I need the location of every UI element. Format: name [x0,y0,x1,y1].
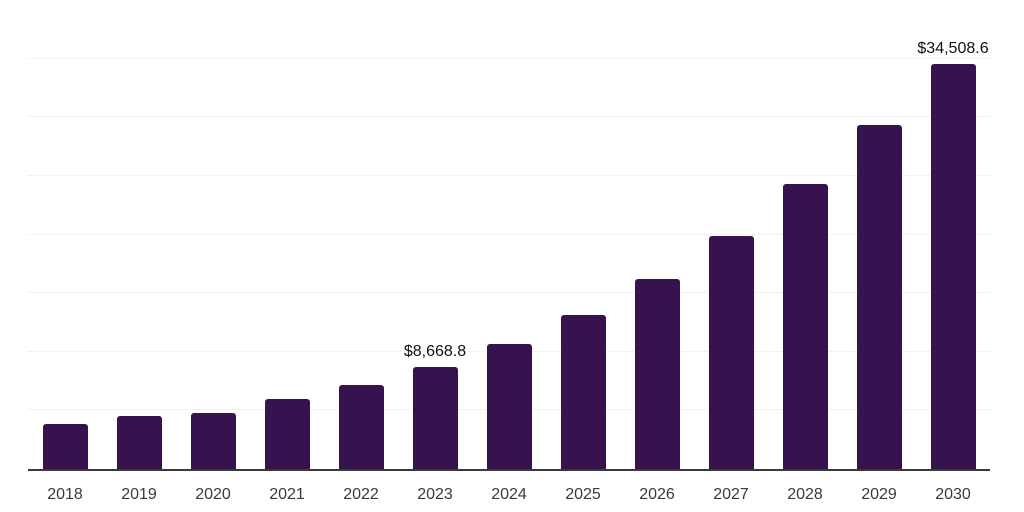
bar-2029 [856,125,902,469]
bar-2028 [782,183,828,469]
bar-2024 [486,343,532,469]
x-tick-2021: 2021 [269,486,305,503]
x-axis-labels: 2018 2019 2020 2021 2022 2023 2024 2025 2026 2027… [28,484,990,506]
gridline-35000 [28,57,990,59]
x-tick-2022: 2022 [343,486,379,503]
bar-2026 [634,279,680,469]
bar-2018 [42,423,88,469]
x-tick-2026: 2026 [639,486,675,503]
bar-2030 [930,64,976,469]
x-tick-2029: 2029 [861,486,897,503]
bar-2025 [560,315,606,469]
bar-2022 [338,384,384,469]
gridline-25000 [28,174,990,176]
x-tick-2024: 2024 [491,486,527,503]
x-tick-2023: 2023 [417,486,453,503]
x-tick-2025: 2025 [565,486,601,503]
value-label-2030: $34,508.6 [917,40,989,58]
x-tick-2030: 2030 [935,486,971,503]
bar-2019 [116,415,162,469]
bar-2021 [264,398,310,469]
gridline-30000 [28,116,990,118]
bar-2020 [190,412,236,469]
plot-area: $8,668.8 $34,508.6 [28,2,990,471]
bar-2027 [708,236,754,469]
x-tick-2027: 2027 [713,486,749,503]
x-tick-2020: 2020 [195,486,231,503]
value-label-2023: $8,668.8 [403,343,467,361]
x-tick-2019: 2019 [121,486,157,503]
bar-2023 [412,367,458,469]
x-tick-2018: 2018 [47,486,83,503]
gridline-15000 [28,292,990,294]
gridline-20000 [28,233,990,235]
x-tick-2028: 2028 [787,486,823,503]
